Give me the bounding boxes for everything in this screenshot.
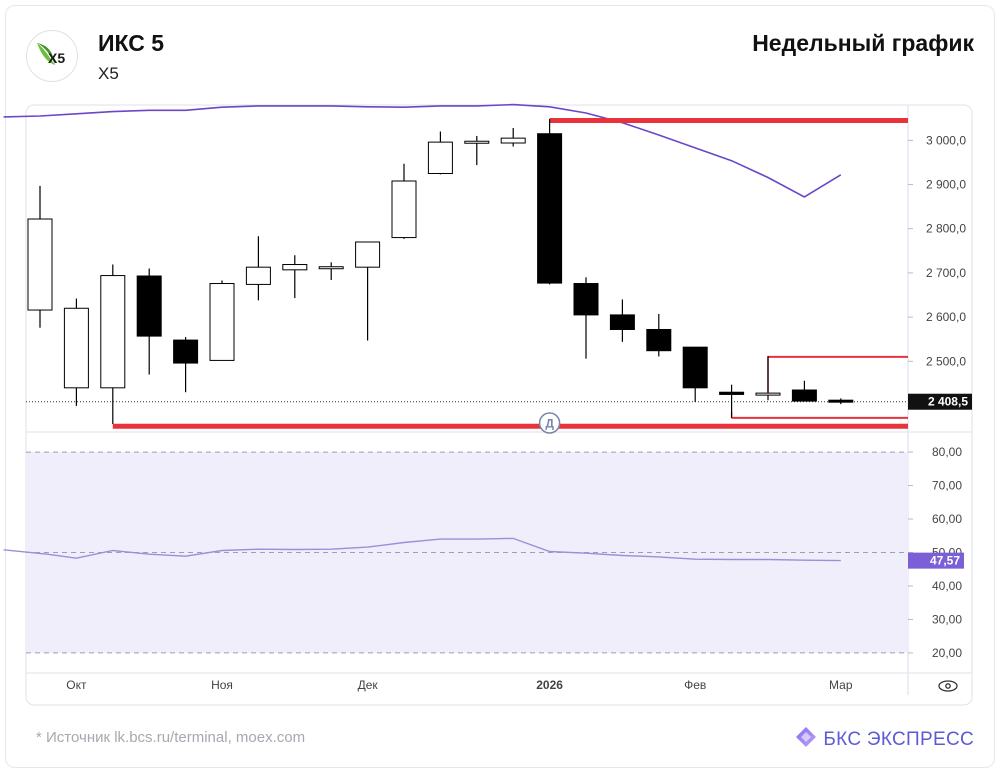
eye-icon-pupil: [945, 683, 951, 689]
candle-bullish: [427, 141, 453, 174]
rsi-tick-label: 70,00: [932, 479, 962, 493]
candle-bearish: [682, 346, 708, 389]
logo-leaf-icon: [37, 43, 55, 65]
candle-bearish: [173, 339, 199, 364]
dividend-marker-label: Д: [545, 417, 554, 431]
price-tick-label: 2 800,0: [926, 222, 966, 236]
brand-icon: [796, 727, 817, 747]
time-axis-label: Дек: [358, 678, 379, 692]
candle-bullish: [500, 137, 526, 144]
rsi-tick-label: 20,00: [932, 646, 962, 660]
brand-name: БКС ЭКСПРЕСС: [823, 729, 974, 750]
candle-bullish: [318, 266, 344, 270]
candle-bearish: [646, 328, 672, 352]
company-title: ИКС 5: [98, 30, 165, 56]
candle-bearish: [791, 389, 817, 402]
eye-icon-outline: [938, 680, 958, 692]
logo-text: X5: [48, 50, 66, 66]
rsi-tick-label: 80,00: [932, 445, 962, 459]
candle-bullish: [355, 241, 381, 268]
candle-bearish: [609, 314, 635, 330]
candle-bearish: [136, 275, 162, 337]
time-axis-label: 2026: [536, 678, 563, 692]
candle-bearish: [573, 283, 599, 316]
rsi-tick-label: 40,00: [932, 579, 962, 593]
company-logo: [26, 30, 78, 82]
dividend-marker: [538, 412, 561, 434]
candle-bearish: [719, 391, 745, 395]
time-axis-label: Мар: [829, 678, 853, 692]
time-axis-label: Фев: [684, 678, 706, 692]
rsi-value-label: 47,57: [930, 554, 960, 568]
rsi-tick-label: 30,00: [932, 612, 962, 626]
rsi-value-badge: [908, 552, 964, 569]
candle-bullish: [391, 180, 417, 239]
rsi-line: [3, 537, 841, 562]
moving-average-line: [3, 103, 842, 198]
candle-bullish: [464, 140, 490, 144]
brand-logo: БКС ЭКСПРЕСС: [795, 726, 974, 751]
eye-icon[interactable]: [938, 680, 958, 692]
candle-bullish: [282, 264, 308, 271]
candle-bullish: [27, 218, 53, 311]
price-tick-label: 2 600,0: [926, 310, 966, 324]
price-tick-label: 2 500,0: [926, 354, 966, 368]
candle-bullish: [209, 283, 235, 361]
candle-bullish: [755, 392, 781, 396]
rsi-tick-label: 60,00: [932, 512, 962, 526]
time-axis-label: Ноя: [211, 678, 233, 692]
candle-bearish: [537, 133, 563, 284]
period-title: Недельный график: [752, 30, 974, 56]
time-axis-label: Окт: [66, 678, 87, 692]
price-tick-label: 2 700,0: [926, 266, 966, 280]
ticker-label: X5: [98, 64, 119, 83]
source-note: * Источник lk.bcs.ru/terminal, moex.com: [36, 729, 306, 746]
price-tick-label: 2 900,0: [926, 178, 966, 192]
price-tick-label: 3 000,0: [926, 133, 966, 147]
candle-bullish: [63, 307, 89, 389]
current-price-badge: [908, 393, 972, 410]
current-price-value: 2 408,5: [928, 395, 968, 409]
candle-bullish: [245, 266, 271, 285]
candle-bearish: [828, 399, 854, 403]
candle-bullish: [100, 275, 126, 389]
